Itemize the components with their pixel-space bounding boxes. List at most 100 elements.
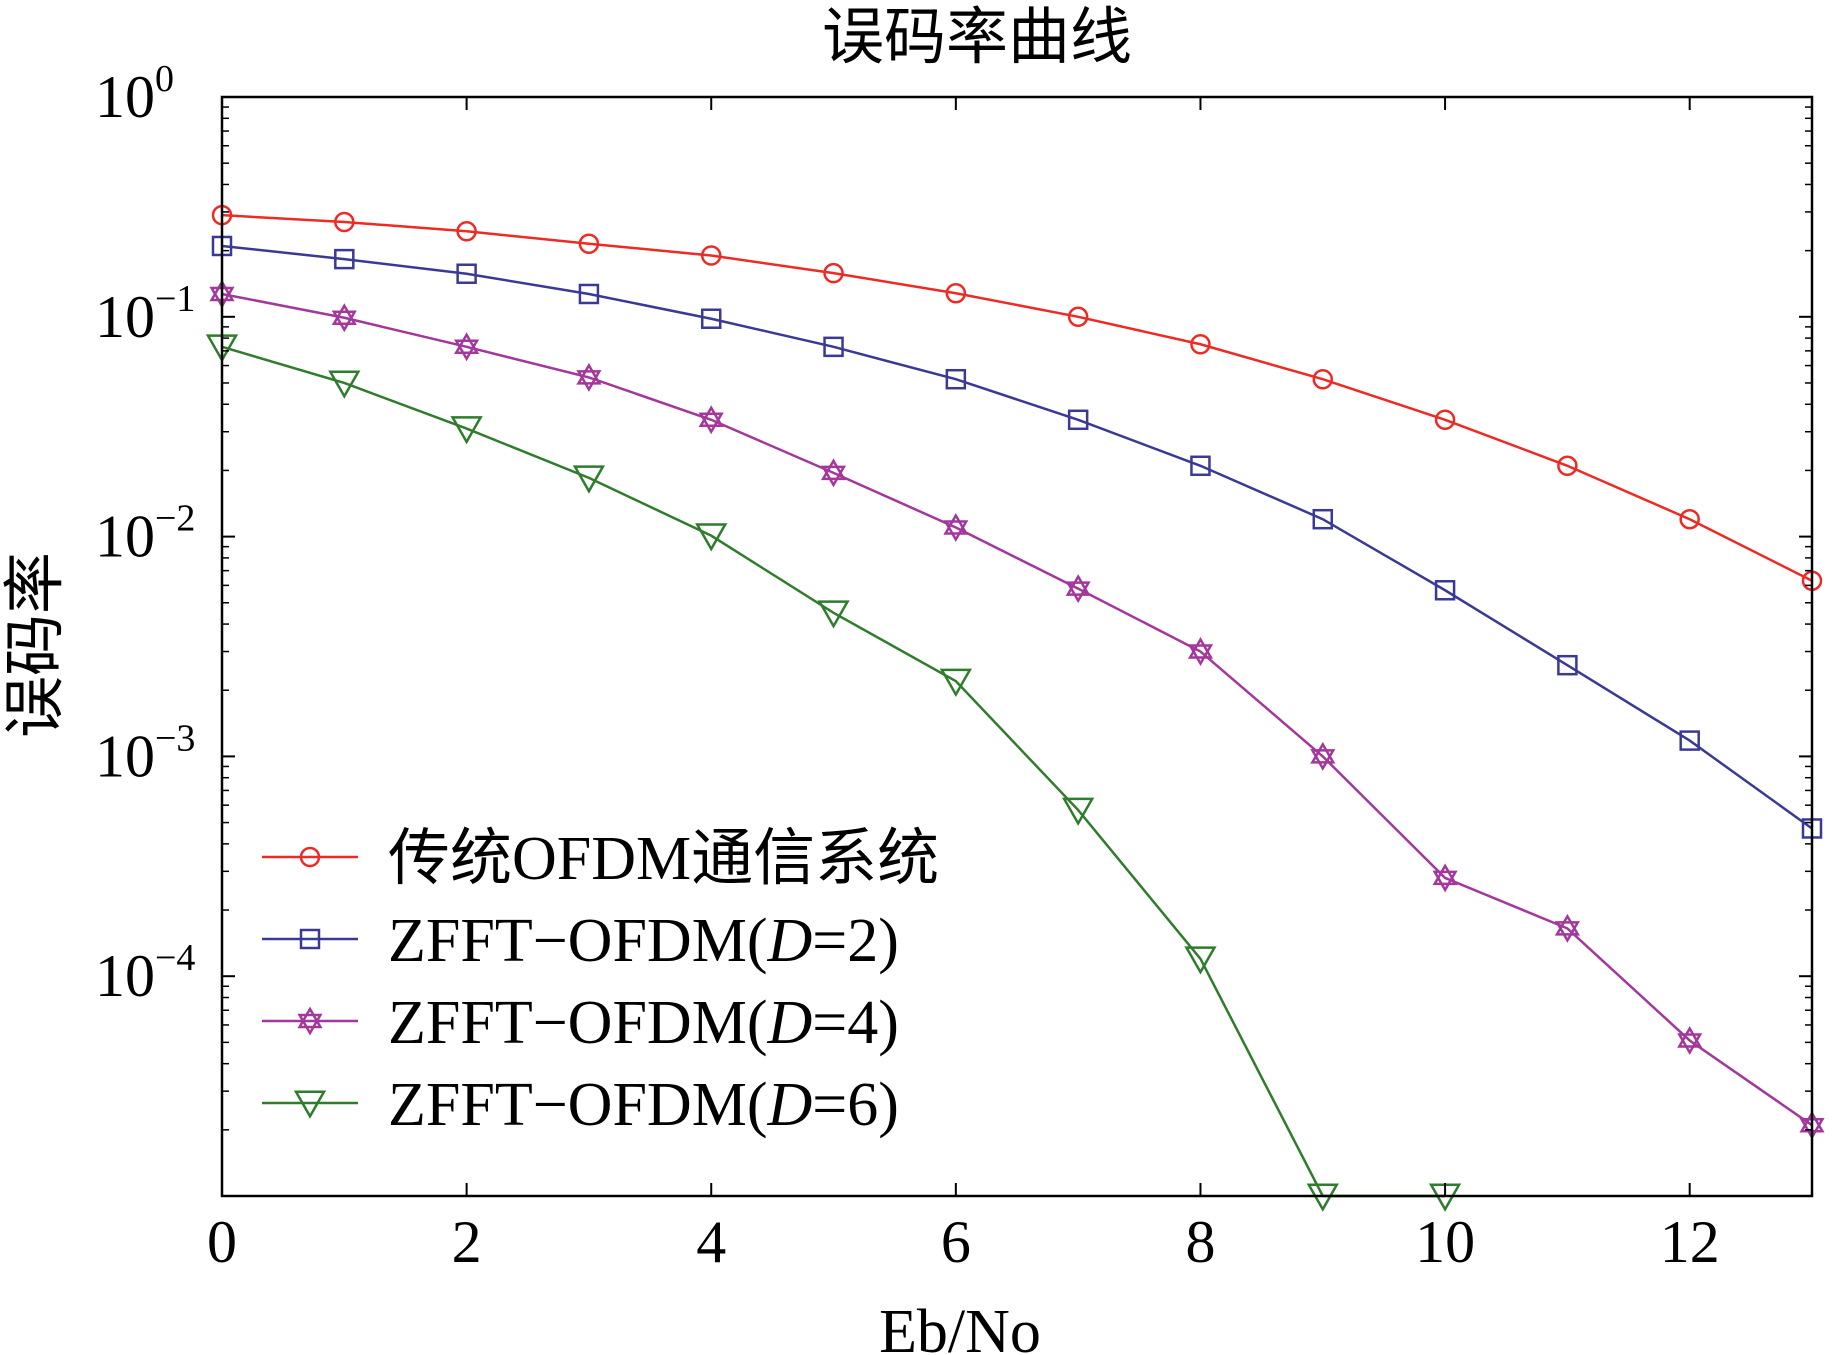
data-point-marker bbox=[450, 416, 483, 445]
series-line bbox=[221, 213, 1813, 582]
x-axis-label: Eb/No bbox=[879, 1298, 1041, 1355]
data-point-marker bbox=[1065, 581, 1091, 604]
data-point-marker bbox=[1679, 508, 1700, 530]
data-point-marker bbox=[817, 600, 850, 629]
series-layer bbox=[205, 204, 1825, 1212]
data-point-marker bbox=[578, 283, 600, 305]
data-point-marker bbox=[1434, 409, 1456, 431]
data-point-marker bbox=[1677, 1026, 1703, 1048]
data-point-marker bbox=[1067, 409, 1089, 431]
data-point-marker bbox=[456, 263, 477, 284]
x-tick-label: 2 bbox=[452, 1209, 482, 1275]
data-point-marker bbox=[1190, 334, 1211, 355]
data-point-marker bbox=[578, 233, 600, 254]
data-point-marker bbox=[1677, 1033, 1703, 1055]
data-point-marker bbox=[1061, 797, 1095, 826]
series-line bbox=[221, 292, 1813, 1127]
data-point-marker bbox=[1557, 455, 1578, 477]
data-point-marker bbox=[823, 336, 844, 358]
data-point-marker bbox=[1310, 741, 1336, 764]
chart-title: 误码率曲线 bbox=[822, 4, 1132, 72]
y-tick-exponent: 0 bbox=[155, 58, 174, 100]
data-point-marker bbox=[1187, 644, 1214, 666]
y-tick-base: 10 bbox=[95, 723, 155, 789]
data-point-marker bbox=[1187, 637, 1214, 659]
data-point-marker bbox=[945, 282, 967, 304]
data-point-marker bbox=[334, 248, 355, 270]
legend-label-part: D bbox=[766, 907, 812, 975]
y-axis-label: 误码率 bbox=[2, 552, 70, 738]
y-tick-exponent: −1 bbox=[155, 278, 195, 320]
x-tick-label: 6 bbox=[941, 1209, 971, 1275]
legend-label-part: =6) bbox=[812, 1071, 899, 1139]
data-point-marker bbox=[943, 520, 969, 543]
data-point-marker bbox=[572, 465, 606, 494]
x-tick-label: 8 bbox=[1185, 1209, 1215, 1275]
y-tick-exponent: −4 bbox=[155, 937, 195, 979]
data-point-marker bbox=[1434, 580, 1456, 601]
data-point-marker bbox=[1190, 455, 1211, 477]
legend-label-part: ZFFT−OFDM( bbox=[388, 907, 767, 975]
data-point-marker bbox=[1067, 306, 1089, 328]
data-point-marker bbox=[1312, 368, 1334, 390]
y-tick-label: 10−4 bbox=[95, 937, 195, 1009]
data-point-marker bbox=[328, 370, 361, 399]
y-tick-label: 10−1 bbox=[95, 278, 195, 350]
series-line bbox=[221, 345, 1446, 1198]
data-point-marker bbox=[695, 523, 728, 552]
data-point-marker bbox=[331, 310, 357, 333]
legend: 传统OFDM通信系统ZFFT−OFDM(D=2)ZFFT−OFDM(D=4)ZF… bbox=[262, 825, 939, 1139]
legend-marker bbox=[293, 1090, 327, 1119]
data-point-marker bbox=[1679, 730, 1700, 751]
y-tick-exponent: −3 bbox=[155, 717, 195, 759]
legend-label-part: =2) bbox=[812, 907, 899, 975]
x-tick-label: 10 bbox=[1415, 1209, 1475, 1275]
data-point-marker bbox=[1184, 946, 1217, 975]
data-point-marker bbox=[331, 303, 357, 326]
legend-entry: ZFFT−OFDM(D=6) bbox=[262, 1071, 899, 1139]
legend-entry: 传统OFDM通信系统 bbox=[262, 825, 939, 893]
data-point-marker bbox=[945, 368, 967, 390]
legend-label: ZFFT−OFDM(D=6) bbox=[388, 1071, 899, 1139]
data-point-marker bbox=[454, 332, 480, 355]
data-point-marker bbox=[823, 262, 844, 284]
data-point-marker bbox=[700, 245, 722, 266]
x-tick-label: 12 bbox=[1660, 1209, 1720, 1275]
legend-marker bbox=[297, 1013, 323, 1036]
y-tick-label: 100 bbox=[95, 58, 174, 130]
y-tick-label: 10−2 bbox=[95, 498, 195, 570]
legend-label: ZFFT−OFDM(D=2) bbox=[388, 907, 899, 975]
y-tick-label: 10−3 bbox=[95, 717, 195, 789]
legend-entry: ZFFT−OFDM(D=4) bbox=[262, 989, 899, 1057]
data-point-marker bbox=[454, 339, 480, 362]
y-tick-base: 10 bbox=[95, 504, 155, 570]
x-tick-label: 0 bbox=[207, 1209, 237, 1275]
legend-label-part: D bbox=[766, 989, 812, 1057]
data-point-marker bbox=[943, 512, 969, 535]
data-point-marker bbox=[820, 458, 847, 481]
series-line bbox=[221, 244, 1813, 830]
legend-marker bbox=[297, 1006, 323, 1029]
data-point-marker bbox=[1557, 654, 1578, 676]
legend-label-part: ZFFT−OFDM( bbox=[388, 1071, 767, 1139]
x-tick-label: 4 bbox=[696, 1209, 726, 1275]
y-tick-base: 10 bbox=[95, 943, 155, 1009]
data-point-marker bbox=[1432, 870, 1458, 893]
data-point-marker bbox=[700, 308, 722, 329]
legend-marker bbox=[299, 846, 321, 868]
data-point-marker bbox=[1432, 863, 1458, 886]
data-point-marker bbox=[1554, 913, 1580, 936]
plot-frame bbox=[220, 95, 1814, 1198]
data-point-marker bbox=[1065, 574, 1091, 596]
data-point-marker bbox=[698, 412, 724, 435]
data-point-marker bbox=[334, 211, 355, 233]
y-tick-exponent: −2 bbox=[155, 498, 195, 540]
legend-label-part: D bbox=[766, 1071, 812, 1139]
y-tick-base: 10 bbox=[95, 64, 155, 130]
data-point-marker bbox=[1554, 921, 1580, 943]
legend-label: ZFFT−OFDM(D=4) bbox=[388, 989, 899, 1057]
legend-marker bbox=[299, 928, 321, 950]
legend-entry: ZFFT−OFDM(D=2) bbox=[262, 907, 899, 975]
